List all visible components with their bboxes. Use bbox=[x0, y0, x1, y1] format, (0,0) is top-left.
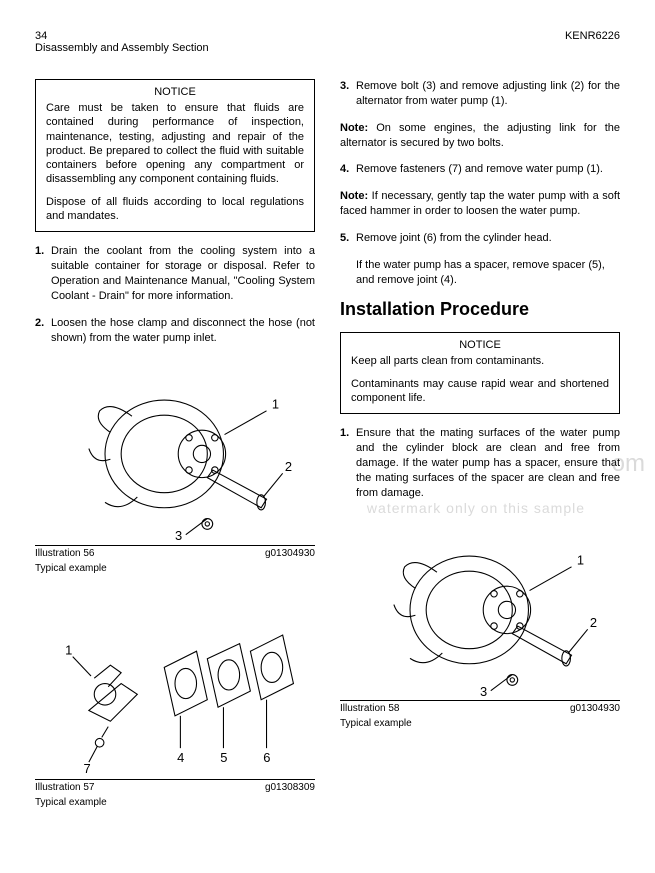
note-1-body: On some engines, the adjusting link for … bbox=[340, 122, 620, 149]
note-2-body: If necessary, gently tap the water pump … bbox=[340, 190, 620, 217]
ill57-code: g01308309 bbox=[265, 782, 315, 793]
left-column: NOTICE Care must be taken to ensure that… bbox=[35, 79, 315, 826]
doc-number: KENR6226 bbox=[565, 30, 620, 54]
step-3-body: Remove bolt (3) and remove adjusting lin… bbox=[356, 79, 620, 109]
ill57-label: Illustration 57 bbox=[35, 782, 94, 793]
notice-body-2: Dispose of all fluids according to local… bbox=[46, 195, 304, 224]
notice-title-r: NOTICE bbox=[351, 339, 609, 351]
page-header: 34 Disassembly and Assembly Section KENR… bbox=[35, 30, 620, 54]
header-left: 34 Disassembly and Assembly Section bbox=[35, 30, 209, 54]
step-1: 1. Drain the coolant from the cooling sy… bbox=[35, 244, 315, 303]
callout-2: 2 bbox=[590, 615, 597, 630]
step-1-num: 1. bbox=[35, 244, 51, 303]
water-pump-exploded-57: 1 4 5 6 7 bbox=[35, 592, 315, 775]
callout-6: 6 bbox=[263, 750, 270, 765]
watermark-text: watermark only on this sample bbox=[367, 500, 585, 516]
notice-body-r2: Contaminants may cause rapid wear and sh… bbox=[351, 377, 609, 406]
ill57-typical: Typical example bbox=[35, 797, 315, 808]
note-1-label: Note: bbox=[340, 122, 368, 134]
step-4-body: Remove fasteners (7) and remove water pu… bbox=[356, 162, 620, 177]
notice-body-1: Care must be taken to ensure that fluids… bbox=[46, 101, 304, 187]
watermark-suffix: om bbox=[612, 450, 645, 478]
installation-heading: Installation Procedure bbox=[340, 299, 620, 320]
callout-1: 1 bbox=[65, 642, 72, 657]
step-2-body: Loosen the hose clamp and disconnect the… bbox=[51, 316, 315, 346]
ill56-label: Illustration 56 bbox=[35, 548, 94, 559]
ill56-caption: Illustration 56 g01304930 bbox=[35, 545, 315, 559]
step-2-num: 2. bbox=[35, 316, 51, 346]
ill57-caption: Illustration 57 g01308309 bbox=[35, 779, 315, 793]
step-3: 3. Remove bolt (3) and remove adjusting … bbox=[340, 79, 620, 109]
step-4: 4. Remove fasteners (7) and remove water… bbox=[340, 162, 620, 177]
step-5-num: 5. bbox=[340, 231, 356, 246]
illustration-58: 1 2 3 bbox=[340, 513, 620, 696]
step-5-sub: If the water pump has a spacer, remove s… bbox=[356, 258, 620, 288]
section-title: Disassembly and Assembly Section bbox=[35, 42, 209, 54]
inst-1-num: 1. bbox=[340, 426, 356, 500]
note-1: Note: On some engines, the adjusting lin… bbox=[340, 121, 620, 151]
right-column: 3. Remove bolt (3) and remove adjusting … bbox=[340, 79, 620, 826]
step-1-body: Drain the coolant from the cooling syste… bbox=[51, 244, 315, 303]
callout-2: 2 bbox=[285, 460, 292, 475]
notice-box-left: NOTICE Care must be taken to ensure that… bbox=[35, 79, 315, 232]
ill56-typical: Typical example bbox=[35, 563, 315, 574]
callout-3: 3 bbox=[480, 684, 487, 696]
callout-5: 5 bbox=[220, 750, 227, 765]
callout-1: 1 bbox=[272, 397, 279, 412]
ill56-code: g01304930 bbox=[265, 548, 315, 559]
inst-step-1: 1. Ensure that the mating surfaces of th… bbox=[340, 426, 620, 500]
step-5: 5. Remove joint (6) from the cylinder he… bbox=[340, 231, 620, 246]
step-3-num: 3. bbox=[340, 79, 356, 109]
ill58-code: g01304930 bbox=[570, 703, 620, 714]
ill58-typical: Typical example bbox=[340, 718, 620, 729]
inst-1-body: Ensure that the mating surfaces of the w… bbox=[356, 426, 620, 500]
illustration-56: 1 2 3 bbox=[35, 357, 315, 540]
water-pump-diagram-56: 1 2 3 bbox=[35, 357, 315, 540]
notice-box-right: NOTICE Keep all parts clean from contami… bbox=[340, 332, 620, 414]
ill58-caption: Illustration 58 g01304930 bbox=[340, 700, 620, 714]
ill58-label: Illustration 58 bbox=[340, 703, 399, 714]
notice-title: NOTICE bbox=[46, 86, 304, 98]
illustration-57: 1 4 5 6 7 bbox=[35, 592, 315, 775]
notice-body-r1: Keep all parts clean from contaminants. bbox=[351, 354, 609, 368]
step-2: 2. Loosen the hose clamp and disconnect … bbox=[35, 316, 315, 346]
callout-1: 1 bbox=[577, 552, 584, 567]
water-pump-diagram-58: 1 2 3 bbox=[340, 513, 620, 696]
callout-7: 7 bbox=[83, 760, 90, 774]
note-2: Note: If necessary, gently tap the water… bbox=[340, 189, 620, 219]
callout-4: 4 bbox=[177, 750, 184, 765]
content-columns: NOTICE Care must be taken to ensure that… bbox=[35, 79, 620, 826]
page-number: 34 bbox=[35, 30, 209, 42]
note-2-label: Note: bbox=[340, 190, 368, 202]
step-5-body: Remove joint (6) from the cylinder head. bbox=[356, 231, 620, 246]
callout-3: 3 bbox=[175, 529, 182, 541]
step-4-num: 4. bbox=[340, 162, 356, 177]
